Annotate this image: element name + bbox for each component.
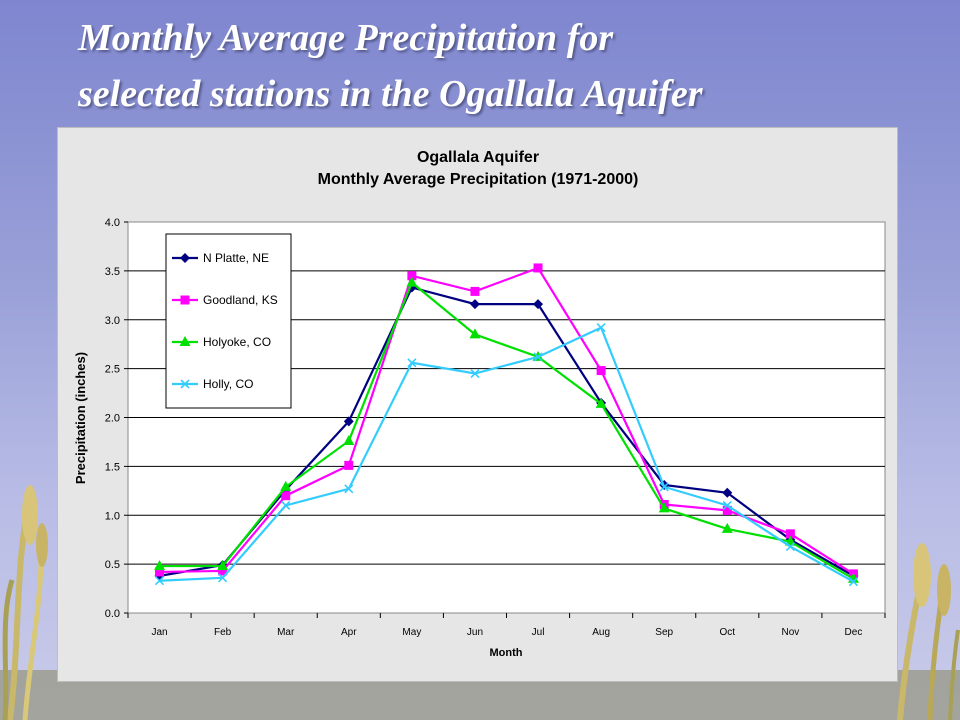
data-point	[218, 566, 228, 576]
x-tick-label: Jul	[532, 627, 545, 638]
chart-frame: Ogallala Aquifer Monthly Average Precipi…	[57, 127, 898, 682]
y-tick-label: 1.5	[105, 461, 120, 473]
x-tick-label: Jan	[151, 627, 167, 638]
y-tick-label: 3.0	[105, 315, 120, 327]
data-point	[469, 299, 480, 310]
data-point	[596, 366, 606, 376]
legend-marker	[179, 336, 191, 346]
data-point	[154, 560, 166, 571]
x-tick-label: Nov	[781, 627, 799, 638]
y-tick-label: 0.5	[105, 559, 120, 571]
data-point	[155, 567, 165, 577]
data-point	[218, 573, 228, 583]
data-point	[533, 299, 544, 310]
data-point	[407, 271, 417, 281]
y-tick-label: 1.0	[105, 510, 120, 522]
x-tick-label: Sep	[655, 627, 673, 638]
data-point	[217, 560, 229, 571]
data-point	[281, 500, 291, 511]
y-tick-label: 2.0	[105, 413, 120, 425]
series-line	[159, 266, 855, 575]
series-line	[159, 286, 855, 577]
x-tick-label: Mar	[277, 627, 295, 638]
data-point	[533, 263, 543, 273]
series-line	[159, 326, 854, 583]
data-point	[533, 352, 543, 362]
data-point	[344, 460, 354, 470]
x-tick-label: Feb	[214, 627, 232, 638]
x-tick-label: Aug	[592, 627, 610, 638]
chart-subtitle: Monthly Average Precipitation (1971-2000…	[318, 171, 639, 188]
data-point	[722, 505, 732, 515]
legend-label: N Platte, NE	[203, 251, 269, 265]
chart-legend: N Platte, NE Goodland, KS Holyoke, CO Holly…	[165, 233, 292, 409]
x-tick-label: May	[402, 627, 421, 638]
data-point	[470, 286, 480, 296]
legend-label: Holyoke, CO	[203, 335, 271, 349]
x-tick-label: Apr	[341, 627, 357, 638]
x-tick-label: Jun	[467, 627, 483, 638]
data-point	[344, 484, 354, 494]
series-line	[159, 280, 855, 580]
data-point	[595, 397, 607, 408]
data-point	[154, 576, 165, 586]
y-tick-label: 2.5	[105, 364, 120, 376]
x-tick-label: Dec	[845, 627, 863, 638]
legend-marker	[180, 295, 190, 305]
y-tick-label: 3.5	[105, 266, 120, 278]
data-point	[343, 416, 354, 427]
slide-title-line-2: selected stations in the Ogallala Aquife…	[78, 73, 703, 115]
data-point	[281, 491, 291, 501]
slide-title-line-1: Monthly Average Precipitation for	[78, 17, 614, 59]
legend-box	[165, 233, 292, 409]
y-axis-title: Precipitation (inches)	[73, 352, 88, 484]
legend-marker	[180, 253, 190, 263]
chart-title: Ogallala Aquifer	[417, 149, 539, 166]
data-point	[659, 482, 669, 492]
data-point	[722, 500, 732, 511]
precipitation-chart: Ogallala Aquifer Monthly Average Precipi…	[73, 149, 886, 659]
data-point	[785, 541, 795, 552]
y-tick-label: 0.0	[105, 608, 120, 620]
data-point	[596, 323, 606, 333]
legend-label: Goodland, KS	[203, 293, 278, 307]
data-point	[721, 522, 733, 533]
data-point	[848, 577, 859, 587]
x-tick-label: Oct	[720, 627, 736, 638]
slide-title: Monthly Average Precipitation for select…	[78, 10, 938, 122]
data-point	[722, 487, 733, 498]
data-point	[280, 480, 292, 491]
data-point	[406, 276, 418, 287]
legend-label: Holly, CO	[203, 377, 253, 391]
data-point	[469, 328, 481, 339]
legend-marker	[180, 379, 190, 389]
data-point	[407, 358, 417, 368]
data-point	[470, 368, 480, 379]
data-point	[785, 529, 795, 539]
data-point	[343, 434, 355, 445]
data-point	[658, 502, 670, 513]
x-axis-title: Month	[490, 647, 523, 659]
y-tick-label: 4.0	[105, 217, 120, 229]
